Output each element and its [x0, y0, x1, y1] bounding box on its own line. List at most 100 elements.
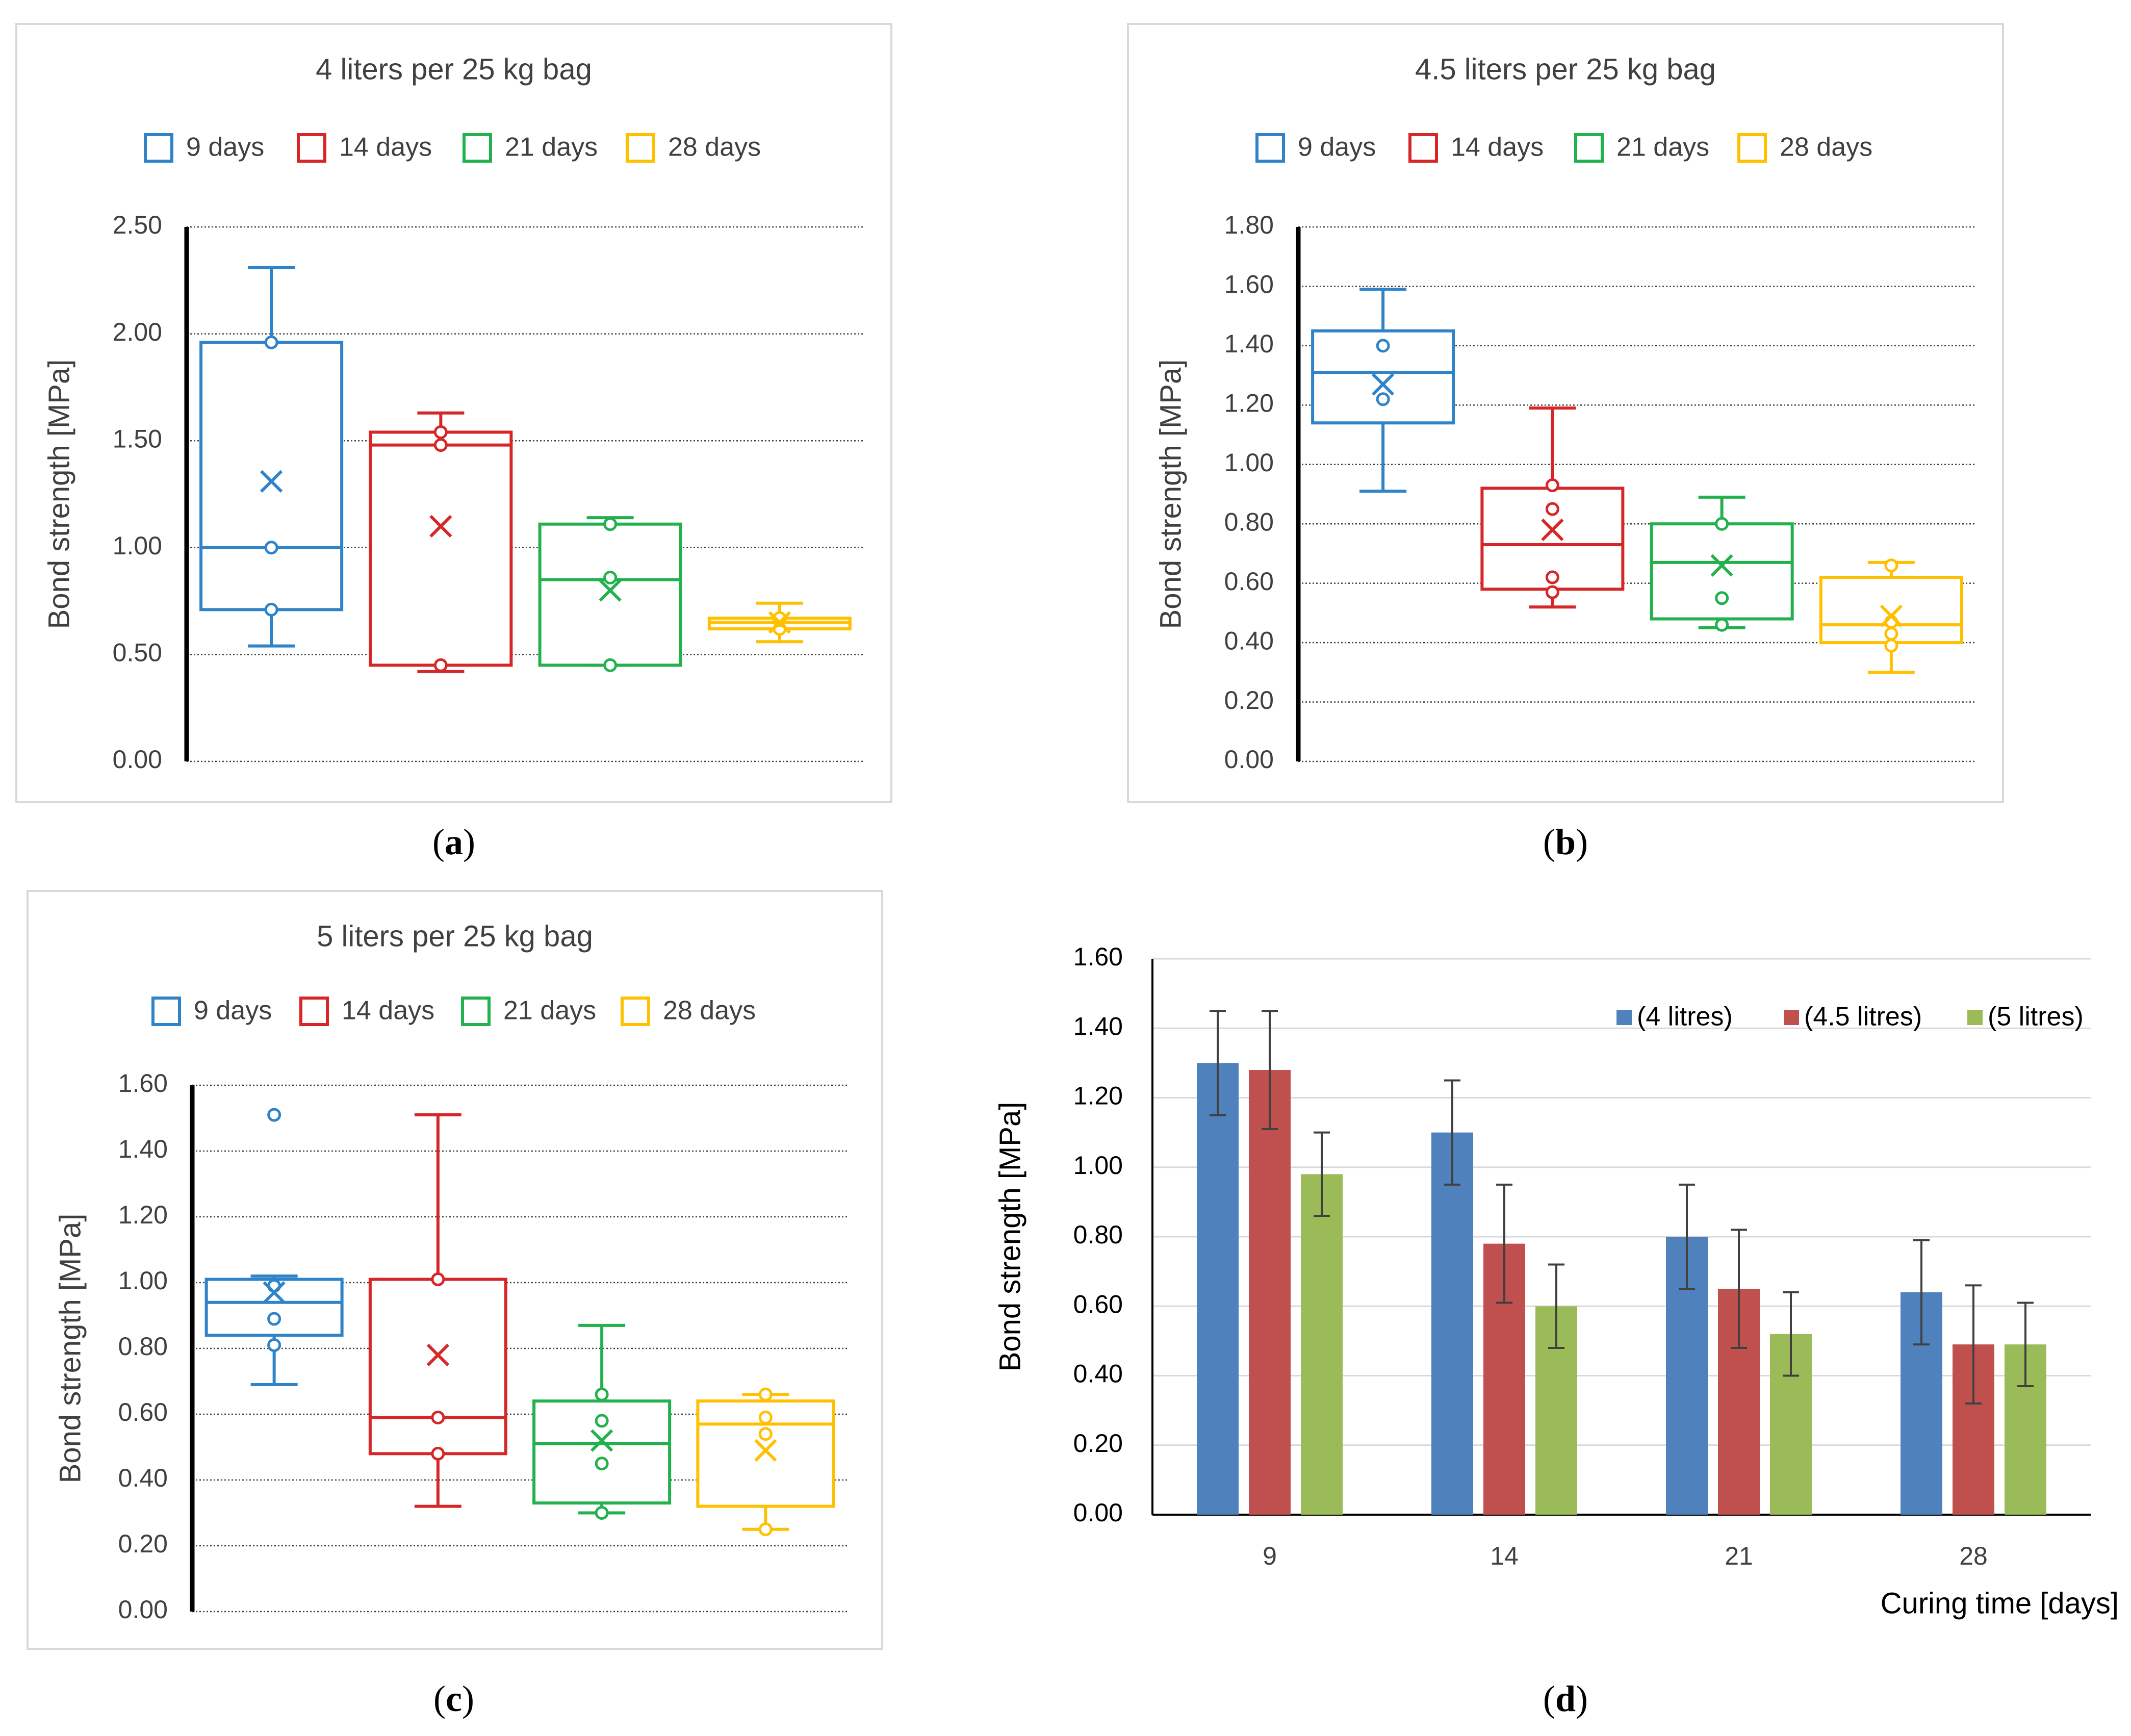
caption-a: (a) [432, 822, 475, 862]
y-tick-label: 0.80 [1073, 1220, 1123, 1249]
y-tick-label: 1.40 [1224, 329, 1274, 358]
mean-marker [263, 1281, 286, 1304]
y-tick-label: 1.50 [113, 424, 162, 453]
legend-label: (4.5 litres) [1804, 1002, 1922, 1032]
data-point [264, 602, 278, 617]
y-tick-label: 0.80 [1224, 507, 1274, 536]
chart-c: 5 liters per 25 kg bag 9 days 14 days 21 da… [54, 920, 848, 1624]
data-point [758, 1522, 773, 1537]
box-28-days [696, 1399, 835, 1508]
x-axis-label: Curing time [days] [1881, 1587, 2119, 1620]
y-tick-label: 1.60 [118, 1069, 168, 1097]
data-point [264, 541, 278, 555]
data-point [595, 1414, 609, 1428]
data-point [1545, 478, 1559, 493]
y-tick-label: 1.00 [1224, 448, 1274, 477]
bar [1301, 1174, 1343, 1515]
y-tick-label: 0.20 [1073, 1429, 1123, 1458]
legend-label: 21 days [503, 996, 596, 1026]
y-tick-label: 2.50 [113, 211, 162, 239]
y-tick-label: 1.20 [1073, 1082, 1123, 1110]
y-tick-label: 2.00 [113, 318, 162, 346]
mean-marker [1372, 373, 1395, 396]
data-point [433, 438, 448, 452]
mean-marker [1541, 518, 1564, 541]
legend-swatch [1784, 1010, 1799, 1025]
legend-label: 28 days [663, 996, 756, 1026]
mean-marker [1880, 604, 1903, 627]
legend-swatch [1616, 1010, 1632, 1025]
chart-title: 5 liters per 25 kg bag [317, 920, 593, 953]
legend-swatch [461, 997, 491, 1026]
x-tick-label: 14 [1490, 1542, 1519, 1570]
box-14-days [368, 1278, 507, 1456]
y-tick-label: 0.20 [1224, 686, 1274, 714]
legend-swatch [151, 997, 181, 1026]
legend-label: (5 litres) [1988, 1002, 2084, 1032]
chart-title: 4 liters per 25 kg bag [316, 53, 592, 86]
y-tick-label: 0.50 [113, 639, 162, 667]
y-tick-label: 0.60 [1073, 1290, 1123, 1318]
data-point [1715, 618, 1729, 632]
legend-label: 9 days [1298, 133, 1376, 162]
legend-swatch [1255, 133, 1285, 163]
panel-b-frame [1127, 23, 2004, 803]
y-tick-label: 1.00 [118, 1266, 168, 1295]
data-point [1715, 591, 1729, 605]
y-tick-label: 0.00 [118, 1595, 168, 1624]
legend-label: 28 days [1780, 133, 1872, 162]
data-point [1884, 558, 1898, 573]
box-14-days [369, 430, 513, 667]
data-point [1884, 639, 1898, 653]
chart-b: 4.5 liters per 25 kg bag 9 days 14 days 21 … [1154, 53, 1976, 774]
y-axis-label: Bond strength [MPa] [42, 360, 75, 629]
data-point [758, 1387, 773, 1401]
data-point [603, 658, 618, 672]
mean-marker [754, 1439, 777, 1462]
x-tick-label: 9 [1263, 1542, 1277, 1570]
y-tick-label: 1.60 [1224, 270, 1274, 299]
legend-label: 21 days [505, 133, 598, 162]
mean-marker [429, 515, 452, 538]
legend-swatch [1967, 1010, 1983, 1025]
legend-swatch [463, 133, 492, 163]
legend-label: 28 days [668, 133, 761, 162]
legend-swatch [1574, 133, 1604, 163]
legend-label: 14 days [339, 133, 432, 162]
x-tick-label: 21 [1725, 1542, 1753, 1570]
legend-swatch [626, 133, 655, 163]
y-tick-label: 1.40 [118, 1135, 168, 1163]
data-point [1715, 517, 1729, 531]
y-tick-label: 0.40 [1073, 1360, 1123, 1388]
legend-label: 21 days [1616, 133, 1709, 162]
mean-marker [590, 1429, 613, 1452]
legend-label: 14 days [1451, 133, 1544, 162]
legend-label: 9 days [194, 996, 272, 1026]
mean-marker [768, 611, 791, 634]
caption-d: (d) [1543, 1678, 1588, 1719]
data-point [1884, 627, 1898, 641]
data-point [264, 335, 278, 349]
data-point [758, 1410, 773, 1424]
data-point [1376, 392, 1390, 406]
y-tick-label: 1.60 [1073, 942, 1123, 971]
legend-label: 9 days [186, 133, 264, 162]
data-point [431, 1272, 445, 1287]
data-point [595, 1457, 609, 1471]
data-point [1545, 585, 1559, 599]
data-point [267, 1338, 281, 1352]
x-tick-label: 28 [1959, 1542, 1988, 1570]
y-tick-label: 0.60 [1224, 567, 1274, 596]
mean-marker [1710, 554, 1733, 577]
y-tick-label: 1.00 [1073, 1151, 1123, 1180]
y-tick-label: 0.80 [118, 1332, 168, 1361]
data-point [595, 1506, 609, 1520]
data-point [1545, 570, 1559, 584]
y-tick-label: 0.20 [118, 1529, 168, 1558]
box-21-days [538, 522, 682, 667]
y-tick-label: 1.00 [113, 531, 162, 560]
chart-d: 0.00 0.20 0.40 0.60 0.80 1.00 1.20 1.40 1.60 Bond… [993, 942, 2119, 1620]
y-tick-label: 0.00 [1073, 1498, 1123, 1527]
data-point [603, 517, 618, 531]
legend-swatch [144, 133, 173, 163]
